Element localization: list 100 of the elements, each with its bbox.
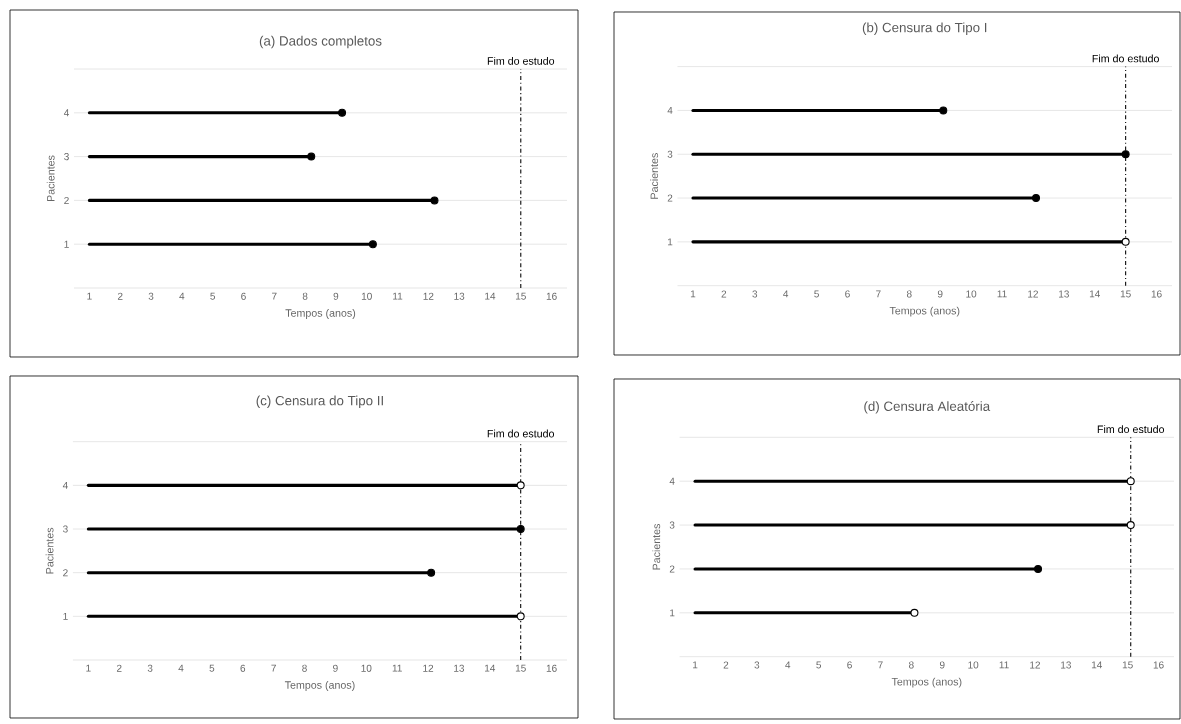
y-axis-title: Pacientes [650, 153, 659, 199]
x-tick-label: 14 [485, 664, 496, 672]
x-tick-label: 6 [845, 290, 850, 298]
x-tick-label: 16 [546, 292, 557, 300]
point [338, 108, 347, 117]
x-tick-label: 11 [999, 661, 1009, 669]
point [1126, 477, 1135, 486]
y-axis-title: Pacientes [46, 155, 55, 202]
x-axis-title: Tempos (anos) [284, 680, 355, 691]
chart-title: (d) Censura Aleatória [864, 401, 991, 414]
y-tick-label: 2 [64, 196, 69, 204]
x-tick-label: 13 [454, 292, 465, 300]
y-tick-label: 4 [669, 477, 675, 485]
x-tick-label: 12 [423, 664, 434, 672]
x-tick-label: 6 [241, 292, 246, 300]
x-tick-label: 8 [909, 661, 914, 669]
x-tick-label: 12 [1030, 661, 1041, 669]
x-tick-label: 15 [1120, 290, 1131, 298]
y-tick-label: 2 [63, 569, 68, 577]
x-tick-label: 16 [546, 664, 557, 672]
ref-line-label: Fim do estudo [487, 56, 555, 65]
x-tick-label: 15 [1122, 661, 1133, 669]
x-tick-label: 9 [939, 661, 945, 669]
x-tick-label: 14 [485, 292, 496, 300]
x-tick-label: 7 [876, 290, 881, 298]
x-tick-label: 8 [302, 292, 308, 300]
point [1034, 564, 1043, 573]
x-tick-label: 5 [210, 292, 216, 300]
x-tick-label: 2 [116, 664, 122, 672]
y-tick-label: 4 [62, 481, 68, 489]
x-tick-label: 10 [968, 661, 979, 669]
chart-title: (a) Dados completos [259, 35, 382, 49]
x-tick-label: 13 [454, 664, 465, 672]
x-tick-label: 1 [690, 290, 696, 298]
point [516, 525, 525, 534]
x-tick-label: 8 [906, 290, 912, 298]
point [939, 106, 948, 115]
ref-line-label: Fim do estudo [487, 429, 555, 438]
x-tick-label: 5 [209, 664, 215, 672]
point [1121, 150, 1130, 159]
x-tick-label: 14 [1089, 290, 1100, 298]
x-tick-label: 7 [272, 292, 277, 300]
x-tick-label: 12 [1028, 290, 1038, 298]
x-tick-label: 9 [333, 664, 338, 672]
x-tick-label: 7 [878, 661, 883, 669]
x-tick-label: 13 [1061, 661, 1071, 669]
point [516, 612, 525, 621]
y-tick-label: 3 [64, 153, 69, 161]
y-tick-label: 3 [669, 521, 675, 529]
y-tick-label: 4 [63, 109, 70, 117]
x-tick-label: 1 [87, 292, 92, 300]
x-tick-label: 10 [361, 664, 372, 672]
point [427, 568, 436, 577]
x-tick-label: 3 [754, 661, 760, 669]
x-tick-label: 4 [179, 292, 185, 300]
x-axis-title: Tempos (anos) [889, 306, 960, 317]
x-tick-label: 3 [752, 290, 758, 298]
x-tick-label: 15 [515, 664, 526, 672]
point [1032, 194, 1041, 203]
x-tick-label: 16 [1151, 290, 1162, 298]
point [1126, 521, 1135, 530]
x-tick-label: 12 [423, 292, 434, 300]
y-tick-label: 3 [667, 150, 673, 158]
x-tick-label: 4 [785, 661, 791, 669]
chart-title: (b) Censura do Tipo I [862, 22, 987, 35]
y-tick-label: 2 [667, 194, 673, 202]
x-tick-label: 11 [393, 292, 403, 300]
y-tick-label: 1 [670, 609, 675, 617]
x-tick-label: 6 [240, 664, 246, 672]
y-axis-title: Pacientes [45, 527, 54, 574]
x-tick-label: 7 [271, 664, 276, 672]
y-tick-label: 3 [63, 525, 68, 533]
x-tick-label: 10 [361, 292, 372, 300]
ref-line-label: Fim do estudo [1092, 54, 1159, 63]
point [910, 608, 919, 617]
x-tick-label: 15 [515, 292, 526, 300]
x-tick-label: 10 [966, 290, 977, 298]
x-tick-label: 3 [148, 292, 154, 300]
x-tick-label: 1 [86, 664, 91, 672]
y-tick-label: 1 [667, 238, 673, 246]
x-tick-label: 9 [333, 292, 339, 300]
point [307, 152, 316, 161]
x-tick-label: 13 [1059, 290, 1069, 298]
point [368, 240, 377, 249]
x-tick-label: 9 [937, 290, 943, 298]
x-tick-label: 5 [814, 290, 819, 298]
x-tick-label: 8 [302, 664, 307, 672]
x-tick-label: 4 [178, 664, 184, 672]
x-tick-label: 1 [693, 661, 698, 669]
ref-line-label: Fim do estudo [1097, 425, 1165, 434]
x-tick-label: 3 [147, 664, 153, 672]
point [430, 196, 439, 205]
x-tick-label: 2 [117, 292, 123, 300]
chart-title: (c) Censura do Tipo II [256, 395, 383, 408]
x-tick-label: 2 [721, 290, 727, 298]
y-tick-label: 4 [667, 106, 673, 114]
x-tick-label: 14 [1091, 661, 1103, 669]
x-tick-label: 6 [847, 661, 852, 669]
x-tick-label: 16 [1153, 661, 1164, 669]
x-axis-title: Tempos (anos) [285, 308, 356, 319]
